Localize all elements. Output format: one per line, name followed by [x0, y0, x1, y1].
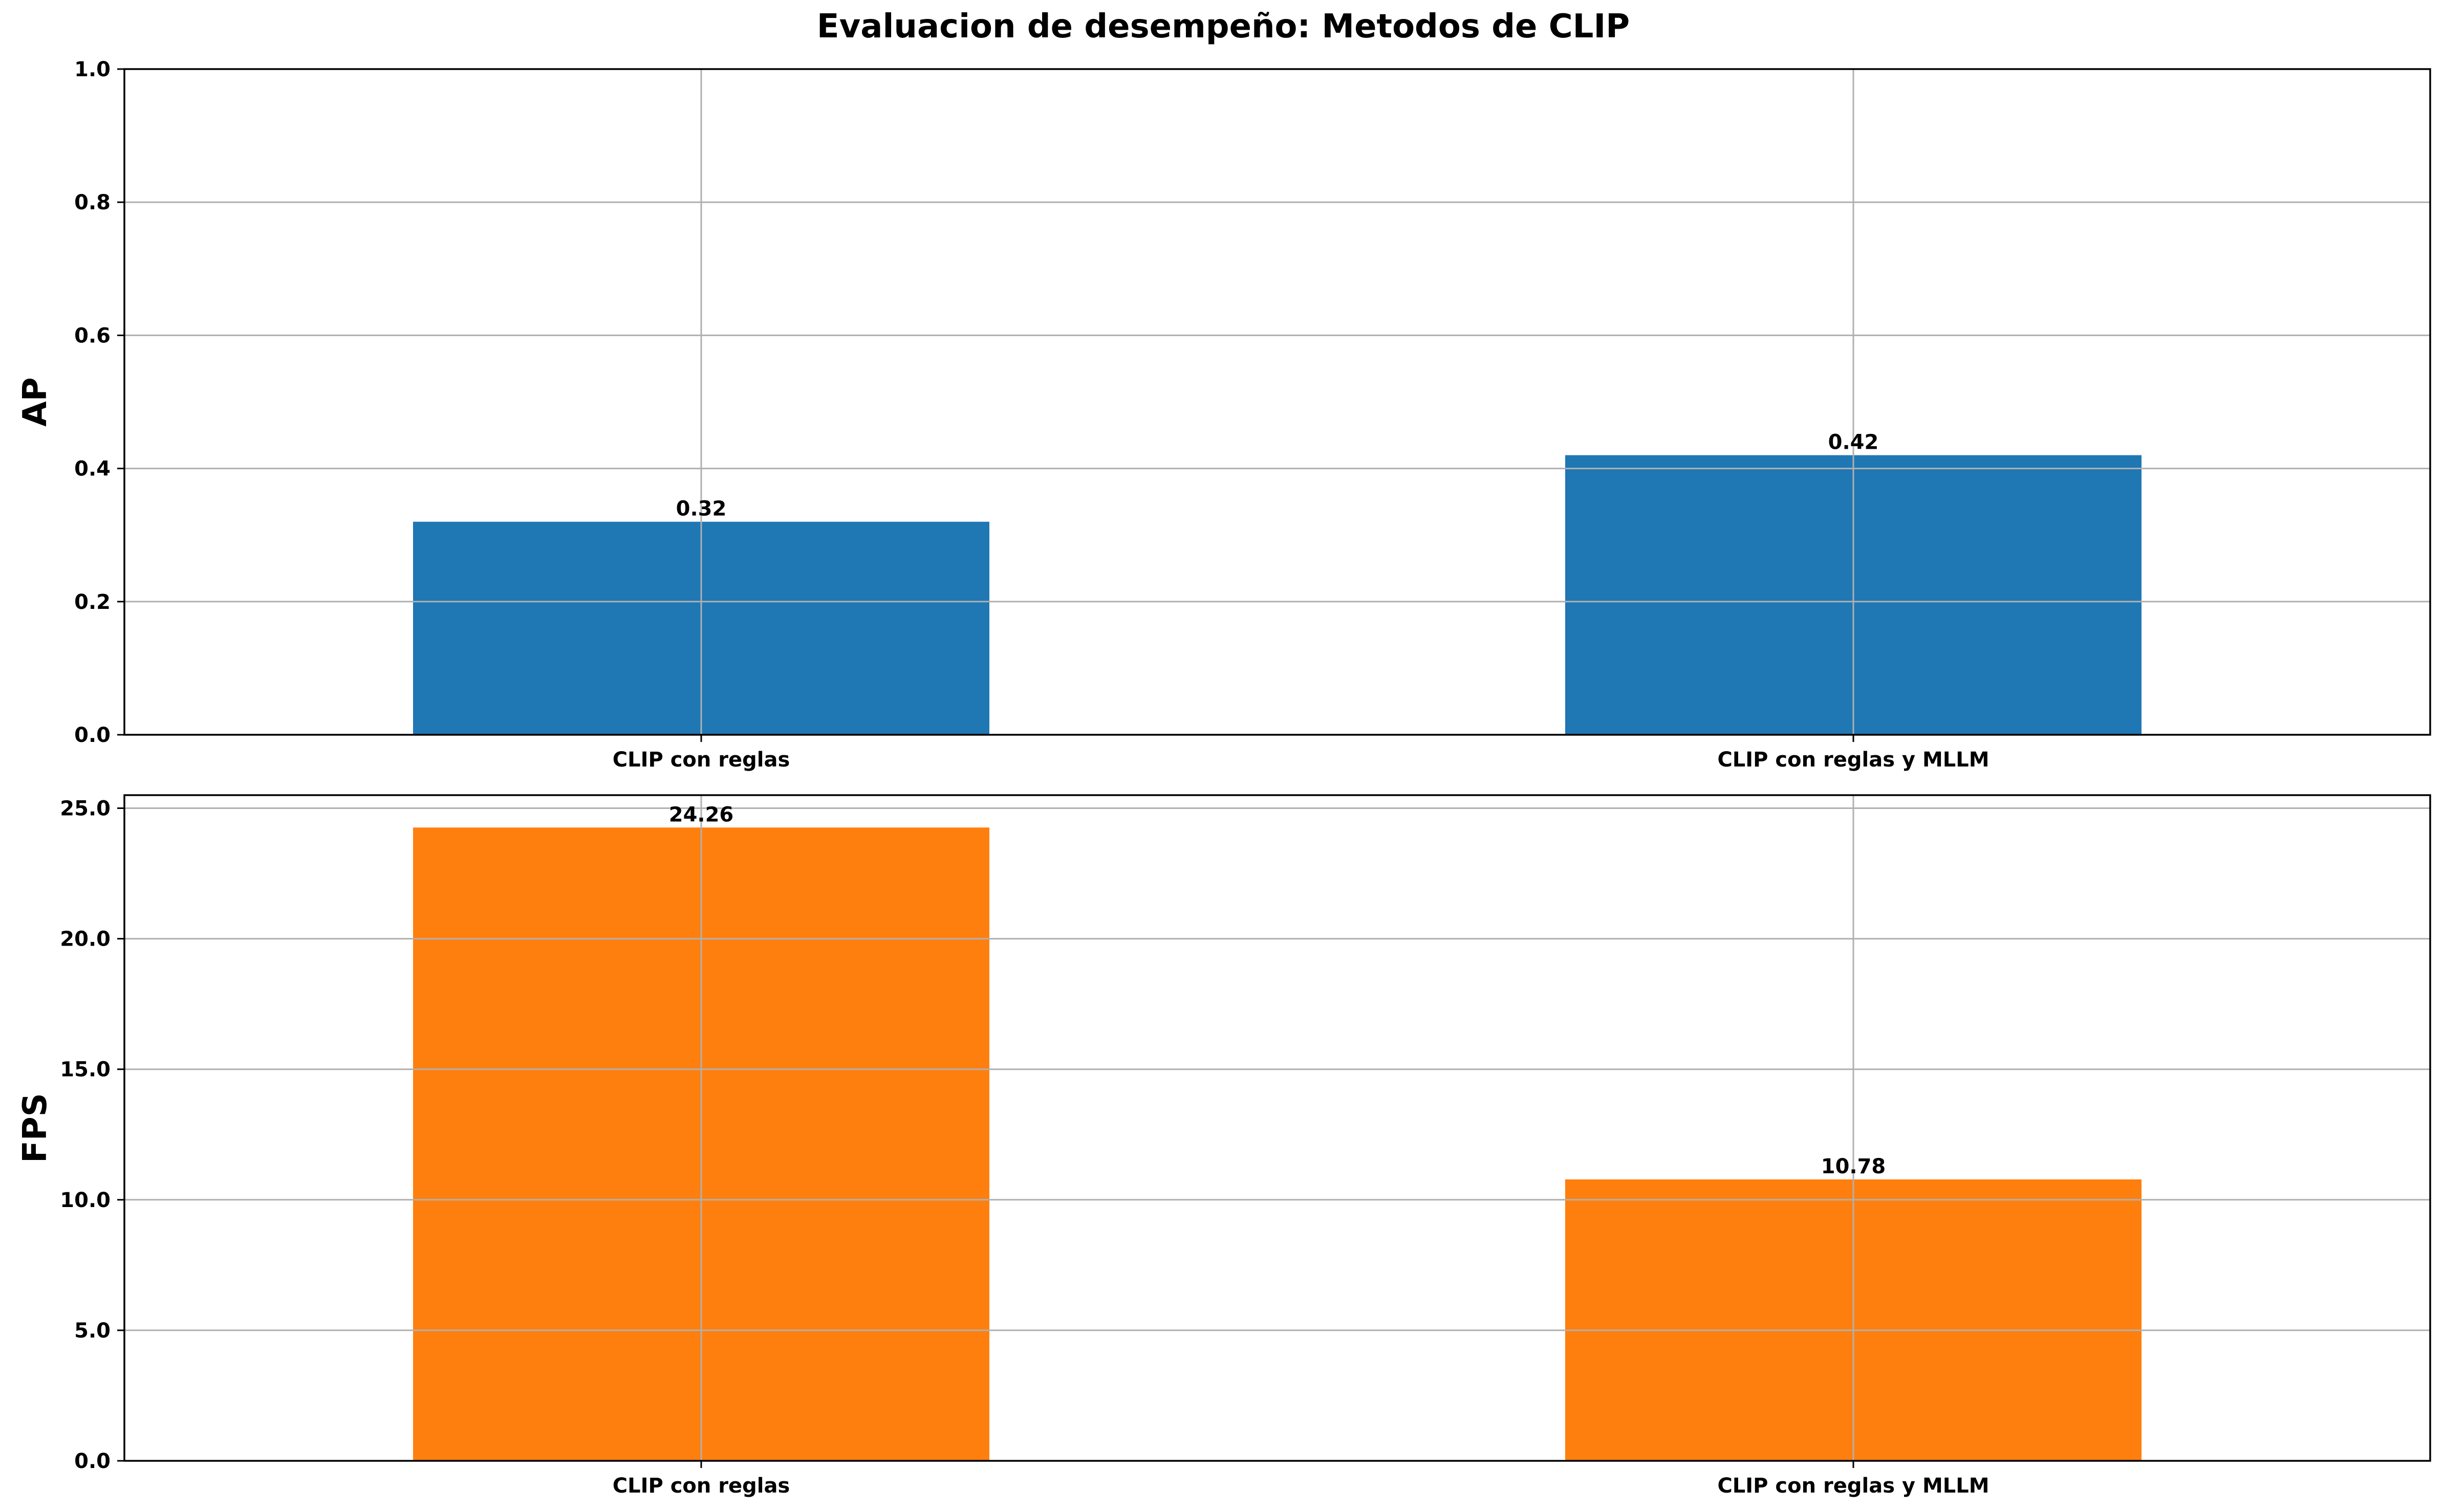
data-label: 0.42: [1828, 431, 1879, 454]
y-tick-label: 15.0: [60, 1058, 111, 1082]
y-axis-label: FPS: [16, 1093, 54, 1163]
y-tick-label: 0.2: [74, 590, 111, 614]
y-tick-label: 0.0: [74, 1450, 111, 1473]
y-tick-label: 1.0: [74, 58, 111, 81]
x-tick-label: CLIP con reglas: [613, 1474, 790, 1498]
panel-fps: 0.0 5.0 10.0 15.0 20.0 25.0 CLIP con reglas CLI…: [16, 794, 2431, 1498]
y-tick-label: 0.6: [74, 324, 111, 347]
y-tick-label: 10.0: [60, 1189, 111, 1212]
y-tick-label: 5.0: [74, 1319, 111, 1343]
panels: 0.0 0.2 0.4 0.6 0.8 1.0 CLIP con reglas CLIP co…: [16, 58, 2431, 1498]
y-tick-label: 20.0: [60, 928, 111, 951]
x-tick-label: CLIP con reglas: [613, 748, 790, 772]
y-tick-label: 0.0: [74, 724, 111, 747]
data-label: 24.26: [669, 803, 734, 826]
x-tick-label: CLIP con reglas y MLLM: [1717, 1474, 1989, 1498]
data-label: 0.32: [676, 497, 727, 521]
y-tick-label: 0.4: [74, 457, 111, 481]
axes-frame: [123, 68, 2431, 736]
x-tick-label: CLIP con reglas y MLLM: [1717, 748, 1989, 772]
y-tick-label: 0.8: [74, 191, 111, 214]
figure-title: Evaluacion de desempeño: Metodos de CLIP: [817, 8, 1630, 46]
panel-ap: 0.0 0.2 0.4 0.6 0.8 1.0 CLIP con reglas CLIP co…: [16, 58, 2431, 772]
data-label: 10.78: [1821, 1155, 1886, 1178]
y-axis-label: AP: [16, 377, 54, 426]
axes-frame: [123, 794, 2431, 1462]
y-tick-label: 25.0: [60, 797, 111, 821]
